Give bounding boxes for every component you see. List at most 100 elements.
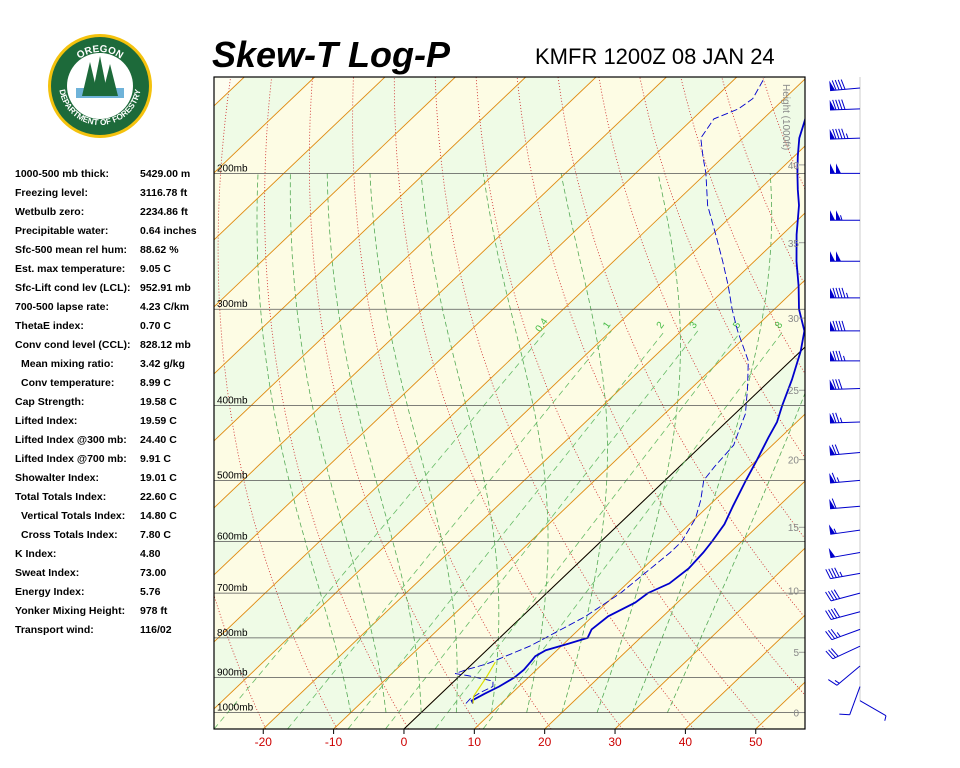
moist-adiabat	[326, 173, 422, 713]
index-label: Vertical Totals Index:	[21, 510, 126, 522]
index-value: 8.99 C	[140, 377, 171, 389]
wind-barb	[829, 79, 861, 92]
wind-barb-half-feather	[845, 133, 849, 139]
index-value: 4.80	[140, 548, 161, 560]
index-value: 0.64 inches	[140, 225, 197, 237]
index-label: Conv cond level (CCL):	[15, 339, 131, 351]
moist-adiabat	[631, 173, 773, 713]
isotherm	[0, 77, 33, 729]
index-value: 22.60 C	[140, 491, 177, 503]
isotherm	[214, 77, 527, 375]
wind-barb-feather	[838, 350, 843, 362]
index-row: Precipitable water: 0.64 inches	[15, 225, 215, 244]
wind-barb-feather	[830, 590, 838, 600]
x-tick-label: -20	[255, 735, 273, 749]
wind-barb-flag	[829, 80, 836, 91]
plot-frame	[213, 76, 806, 730]
wind-barb-feather	[838, 99, 843, 110]
isotherm	[214, 77, 456, 308]
index-value: 88.62 %	[140, 244, 179, 256]
mixing-ratio-label: 8	[773, 320, 785, 331]
wind-barb	[830, 251, 860, 262]
index-value: 4.23 C/km	[140, 301, 190, 313]
index-label: Lifted Index @700 mb:	[15, 453, 127, 465]
wind-barb-feather	[825, 650, 834, 660]
temperature-band	[214, 146, 805, 729]
index-row: Sweat Index: 73.00	[15, 567, 215, 586]
wind-barb-feather	[830, 628, 838, 638]
x-tick-label: -10	[325, 735, 343, 749]
wind-barb-feather	[832, 99, 837, 110]
wind-barb-feather	[841, 99, 846, 110]
index-label: Precipitable water:	[15, 225, 109, 237]
wind-barb-flag	[830, 287, 835, 298]
wind-barb-staff	[832, 645, 861, 660]
index-label: K Index:	[15, 548, 57, 560]
wind-barb-half-feather	[839, 417, 843, 423]
wind-barb	[839, 686, 861, 716]
index-value: 5.76	[140, 586, 161, 598]
index-label: ThetaE index:	[15, 320, 84, 332]
pressure-label: 400mb	[217, 396, 248, 407]
x-tick-label: 50	[749, 735, 763, 749]
isotherm	[214, 77, 597, 442]
index-row: Freezing level: 3116.78 ft	[15, 187, 215, 206]
wind-barb-flag	[836, 210, 841, 221]
wind-barb-half-feather	[884, 715, 887, 721]
wind-barb-feather	[834, 567, 840, 578]
wind-barb-feather	[828, 590, 835, 601]
isotherm	[0, 77, 174, 729]
wind-barb	[825, 567, 861, 580]
wind-barb-feather	[832, 287, 837, 299]
wind-barb-feather	[834, 444, 840, 455]
moist-adiabat	[289, 173, 387, 713]
wind-barb-feather	[832, 379, 837, 390]
x-tick-label: 0	[401, 735, 408, 749]
index-value: 19.58 C	[140, 396, 177, 408]
wind-barb-staff	[830, 611, 861, 621]
pressure-label: 500mb	[217, 470, 248, 481]
height-tick-label: 0	[793, 709, 799, 720]
wind-barb-flag	[829, 473, 836, 484]
wind-barb	[830, 287, 860, 299]
wind-barb-half-feather	[843, 355, 846, 362]
moist-adiabat	[560, 173, 608, 713]
isotherm	[614, 547, 805, 729]
index-value: 116/02	[140, 624, 172, 636]
wind-barb-flag	[836, 163, 841, 174]
wind-barb	[830, 163, 860, 174]
wind-barb-staff	[830, 572, 861, 580]
wind-barb-feather	[835, 99, 840, 110]
wind-barb-flag	[830, 320, 835, 331]
wind-barb-half-feather	[836, 632, 841, 637]
page-title: Skew-T Log-P	[212, 34, 451, 75]
wind-barb	[825, 608, 861, 621]
index-value: 3.42 g/kg	[140, 358, 185, 370]
wind-barb-flag	[828, 547, 836, 558]
wind-barb-flag	[836, 251, 841, 262]
index-label: Lifted Index:	[15, 415, 78, 427]
isotherm	[214, 77, 386, 241]
wind-barb-feather	[832, 412, 837, 423]
pressure-label: 700mb	[217, 583, 248, 594]
wind-barb-flag	[830, 210, 835, 221]
x-tick-label: 30	[608, 735, 622, 749]
wind-barb	[829, 498, 861, 510]
wind-barb-flag	[829, 413, 836, 424]
dry-adiabat	[844, 77, 960, 729]
index-label: Cap Strength:	[15, 396, 85, 408]
index-label: Sfc-Lift cond lev (LCL):	[15, 282, 131, 294]
index-label: Lifted Index @300 mb:	[15, 434, 127, 446]
index-row: K Index: 4.80	[15, 548, 215, 567]
index-value: 978 ft	[140, 605, 168, 617]
plot-area: 0.4 1 2 3 5 8	[0, 77, 960, 729]
wind-barb	[829, 128, 861, 140]
wind-barb-feather	[832, 320, 837, 332]
index-label: Sweat Index:	[15, 567, 80, 579]
index-label: Yonker Mixing Height:	[15, 605, 126, 617]
wind-barb-staff	[849, 686, 861, 715]
index-label: Wetbulb zero:	[15, 206, 85, 218]
index-value: 9.05 C	[140, 263, 171, 275]
wind-barb-half-feather	[840, 215, 843, 221]
